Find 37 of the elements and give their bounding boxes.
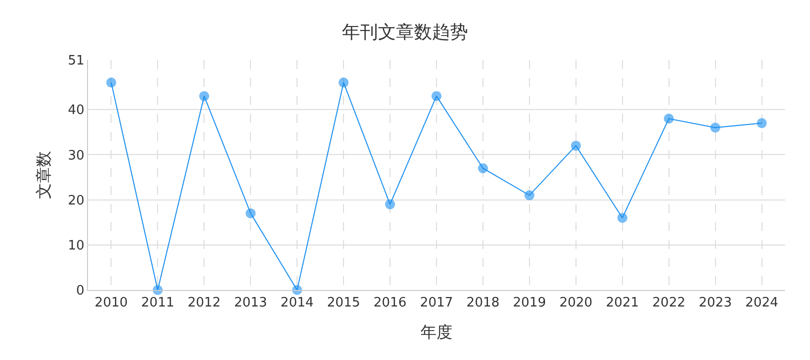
point (710, 122, 720, 133)
x-tick-label: 2017 (420, 296, 454, 311)
x-tick-label: 2021 (606, 296, 639, 311)
x-tick-label: 2011 (141, 296, 174, 311)
point (664, 114, 674, 124)
x-tick-label: 2010 (94, 296, 128, 311)
x-tick-label: 2020 (559, 296, 592, 311)
point (617, 212, 628, 223)
x-tick-label: 2018 (466, 296, 500, 311)
y-axis-title: 文章数 (34, 151, 53, 199)
x-axis-title: 年度 (420, 322, 452, 342)
x-tick-label: 2023 (698, 296, 732, 311)
y-tick-label: 10 (68, 238, 84, 254)
x-tick-label: 2019 (512, 296, 546, 311)
x-tick-label: 2014 (280, 296, 314, 311)
point (106, 78, 116, 88)
point (756, 118, 767, 128)
point (524, 190, 534, 200)
chart-title: 年刊文章数趋势 (342, 22, 468, 43)
point (338, 78, 349, 88)
point (478, 163, 488, 174)
point (246, 208, 256, 218)
point (432, 91, 442, 102)
y-tick-label: 40 (68, 103, 84, 118)
point (385, 199, 396, 210)
x-tick-label: 2016 (373, 296, 407, 311)
y-tick-label: 30 (68, 148, 84, 164)
y-tick-label: 51 (68, 54, 84, 69)
point (570, 140, 581, 151)
x-tick-label: 2012 (188, 296, 221, 311)
x-tick-label: 2015 (327, 296, 360, 311)
point (199, 91, 210, 102)
y-tick-label: 20 (68, 193, 84, 208)
x-tick-label: 2022 (652, 296, 686, 311)
x-tick-label: 2024 (745, 296, 778, 311)
y-tick-label: 0 (76, 284, 84, 299)
x-tick-label: 2013 (234, 296, 268, 311)
